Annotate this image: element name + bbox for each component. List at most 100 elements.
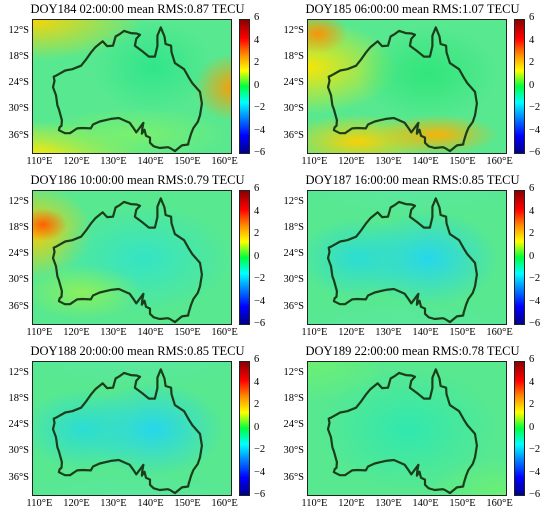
field-blob xyxy=(33,265,143,320)
lon-tick-label: 160°E xyxy=(486,156,513,167)
panel-title: DOY188 20:00:00 mean RMS:0.85 TECU xyxy=(30,344,245,358)
lon-tick-label: 130°E xyxy=(100,498,127,509)
colorbar-tick-label: 0 xyxy=(254,79,260,91)
lon-tick-label: 140°E xyxy=(412,327,439,338)
lon-tick-label: 150°E xyxy=(449,498,476,509)
tec-map xyxy=(32,190,232,325)
colorbar xyxy=(239,19,250,154)
lat-tick-label: 30°S xyxy=(283,445,304,457)
colorbar xyxy=(514,190,525,325)
colorbar-tick-label: 4 xyxy=(529,205,535,217)
lat-tick-label: 12°S xyxy=(8,25,29,37)
lon-tick-label: 110°E xyxy=(301,327,328,338)
lon-tick-label: 150°E xyxy=(174,327,201,338)
lon-tick-label: 130°E xyxy=(375,156,402,167)
colorbar-tick-label: −2 xyxy=(529,273,541,284)
lon-tick-label: 140°E xyxy=(412,156,439,167)
lon-tick-label: 110°E xyxy=(301,498,328,509)
lat-tick-label: 36°S xyxy=(283,471,304,483)
tec-map xyxy=(307,361,507,496)
lat-tick-label: 30°S xyxy=(8,445,29,457)
colorbar-tick-label: 6 xyxy=(529,183,535,194)
colorbar xyxy=(239,361,250,496)
australia-coastline xyxy=(51,197,203,324)
lon-tick-label: 160°E xyxy=(211,327,238,338)
colorbar-tick-label: −6 xyxy=(529,147,541,158)
colorbar xyxy=(239,190,250,325)
panel-title: DOY186 10:00:00 mean RMS:0.79 TECU xyxy=(30,173,245,187)
lat-tick-label: 12°S xyxy=(283,196,304,208)
colorbar-tick-label: −6 xyxy=(254,147,266,158)
lon-tick-label: 160°E xyxy=(486,498,513,509)
map-panel: DOY185 06:00:00 mean RMS:1.07 TECU 12°S 18… xyxy=(275,2,550,173)
colorbar-tick-label: −6 xyxy=(254,318,266,329)
field-blob xyxy=(33,208,67,241)
panel-title: DOY187 16:00:00 mean RMS:0.85 TECU xyxy=(305,173,520,187)
lat-tick-label: 30°S xyxy=(8,274,29,286)
map-panel: DOY184 02:00:00 mean RMS:0.87 TECU 12°S 18… xyxy=(0,2,275,173)
field-blob xyxy=(308,218,418,299)
lat-tick-label: 12°S xyxy=(8,367,29,379)
lat-tick-label: 36°S xyxy=(8,129,29,141)
lat-tick-label: 18°S xyxy=(8,222,29,234)
colorbar-tick-label: −4 xyxy=(254,295,266,307)
field-blob xyxy=(308,20,348,54)
field-blob xyxy=(93,20,213,115)
map-panel: DOY189 22:00:00 mean RMS:0.78 TECU 12°S 18… xyxy=(275,344,550,515)
lon-tick-label: 130°E xyxy=(100,327,127,338)
colorbar-tick-label: 2 xyxy=(529,399,535,410)
lon-tick-label: 150°E xyxy=(449,327,476,338)
colorbar-tick-label: 4 xyxy=(529,376,535,388)
lon-tick-label: 130°E xyxy=(100,156,127,167)
colorbar-tick-label: −2 xyxy=(254,102,266,113)
lon-tick-label: 130°E xyxy=(375,327,402,338)
tec-map xyxy=(307,19,507,154)
lon-tick-label: 150°E xyxy=(174,156,201,167)
lat-tick-label: 30°S xyxy=(8,103,29,115)
colorbar-tick-label: 6 xyxy=(254,183,260,194)
map-panel: DOY186 10:00:00 mean RMS:0.79 TECU 12°S 18… xyxy=(0,173,275,344)
lon-tick-label: 110°E xyxy=(26,498,53,509)
lat-tick-label: 18°S xyxy=(8,51,29,63)
panel-title: DOY184 02:00:00 mean RMS:0.87 TECU xyxy=(30,2,245,16)
colorbar xyxy=(514,361,525,496)
field-blob xyxy=(33,20,143,61)
colorbar-tick-label: 4 xyxy=(254,376,260,388)
colorbar-tick-label: −2 xyxy=(529,102,541,113)
tec-map xyxy=(307,190,507,325)
lat-tick-label: 36°S xyxy=(283,300,304,312)
lon-tick-label: 120°E xyxy=(338,327,365,338)
colorbar-tick-label: 2 xyxy=(254,57,260,68)
lon-tick-label: 160°E xyxy=(486,327,513,338)
colorbar-tick-label: 6 xyxy=(254,12,260,23)
lat-tick-label: 30°S xyxy=(283,274,304,286)
colorbar-tick-label: 2 xyxy=(529,57,535,68)
colorbar-tick-label: −6 xyxy=(529,318,541,329)
colorbar-tick-label: −4 xyxy=(254,124,266,136)
colorbar-tick-label: −6 xyxy=(254,489,266,500)
colorbar-tick-label: −6 xyxy=(529,489,541,500)
australia-coastline xyxy=(326,197,478,324)
lon-tick-label: 120°E xyxy=(338,156,365,167)
lat-tick-label: 24°S xyxy=(283,77,304,89)
colorbar-tick-label: 4 xyxy=(529,34,535,46)
lat-tick-label: 30°S xyxy=(283,103,304,115)
colorbar-tick-label: 4 xyxy=(254,34,260,46)
field-blob xyxy=(358,26,498,122)
lon-tick-label: 150°E xyxy=(174,498,201,509)
australia-coastline xyxy=(326,368,478,495)
lon-tick-label: 120°E xyxy=(338,498,365,509)
lat-tick-label: 24°S xyxy=(283,248,304,260)
lon-tick-label: 120°E xyxy=(63,498,90,509)
map-panel: DOY187 16:00:00 mean RMS:0.85 TECU 12°S 18… xyxy=(275,173,550,344)
colorbar-tick-label: −2 xyxy=(529,444,541,455)
colorbar-tick-label: 6 xyxy=(254,354,260,365)
field-blob xyxy=(378,114,498,153)
lat-tick-label: 18°S xyxy=(283,393,304,405)
colorbar-tick-label: −4 xyxy=(529,124,541,136)
colorbar-tick-label: 2 xyxy=(529,228,535,239)
colorbar xyxy=(514,19,525,154)
lat-tick-label: 12°S xyxy=(283,25,304,37)
colorbar-tick-label: −2 xyxy=(254,444,266,455)
